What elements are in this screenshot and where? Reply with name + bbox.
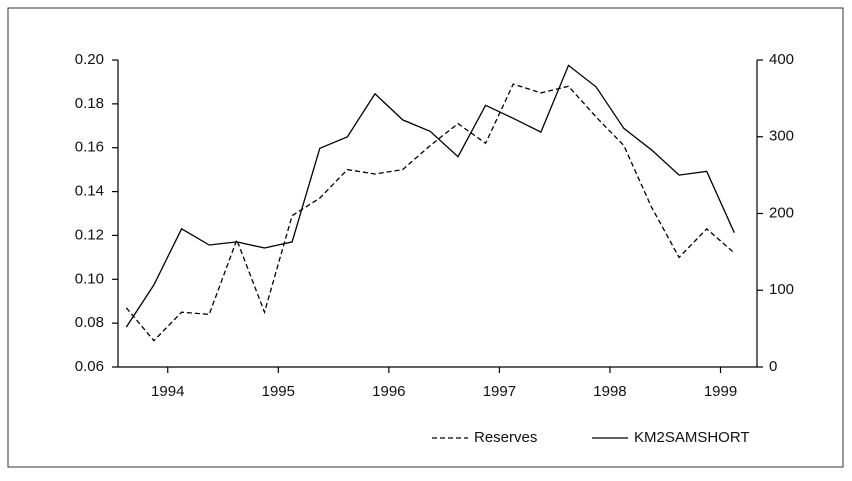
y-tick-label: 0.10 [75,270,104,287]
x-tick-label: 1997 [483,383,516,400]
y2-tick-label: 100 [769,281,794,298]
y2-tick-label: 200 [769,204,794,221]
x-tick-label: 1994 [151,383,184,400]
y-tick-label: 0.14 [75,183,104,200]
y-tick-label: 0.20 [75,51,104,68]
frame [7,7,844,468]
legend-label: KM2SAMSHORT [634,429,750,446]
series-line [125,64,735,328]
y2-tick-label: 400 [769,51,794,68]
y-tick-label: 0.12 [75,226,104,243]
x-tick-label: 1996 [372,383,405,400]
y-tick-label: 0.16 [75,139,104,156]
x-tick-label: 1995 [262,383,295,400]
series-line [125,83,735,342]
x-tick-label: 1998 [593,383,626,400]
y2-tick-label: 300 [769,128,794,145]
x-tick-label: 1999 [704,383,737,400]
y-tick-label: 0.18 [75,95,104,112]
y-tick-label: 0.06 [75,358,104,375]
legend-label: Reserves [474,429,537,446]
y2-tick-label: 0 [769,358,777,375]
y-tick-label: 0.08 [75,314,104,331]
